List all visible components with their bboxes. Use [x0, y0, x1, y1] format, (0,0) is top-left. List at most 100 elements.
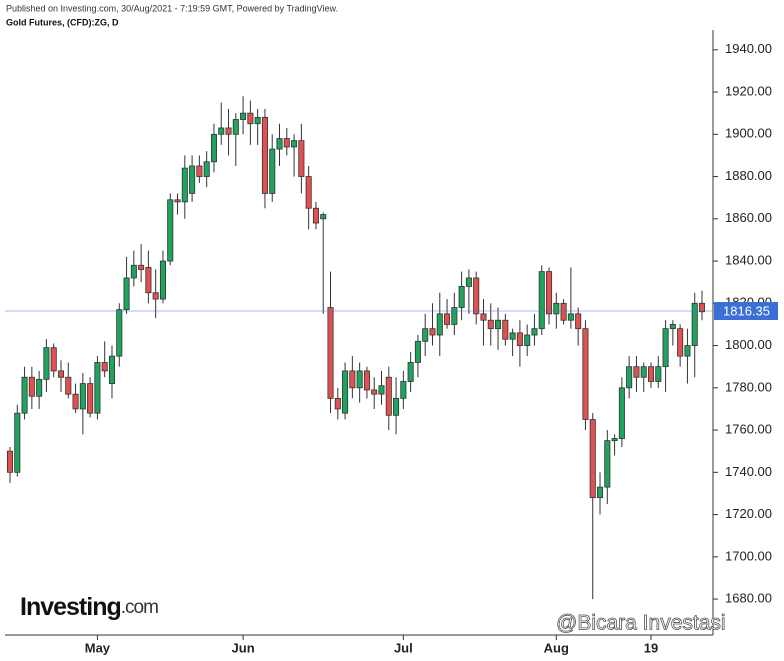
candle — [283, 127, 290, 156]
candle — [669, 320, 676, 346]
y-tick-label: 1740.00 — [725, 464, 772, 479]
candle-body — [669, 324, 676, 330]
candle-body — [240, 112, 247, 120]
candle-body — [232, 119, 239, 135]
candle — [363, 366, 370, 399]
candle — [87, 377, 94, 418]
candle — [14, 404, 21, 477]
candle-body — [575, 313, 582, 330]
candle — [174, 193, 181, 215]
chart-title: Gold Futures, (CFD):ZG, D — [6, 17, 119, 27]
candle-body — [305, 176, 312, 209]
candle — [451, 292, 458, 335]
candle — [502, 313, 509, 346]
candle — [240, 96, 247, 135]
candle-body — [72, 393, 79, 410]
y-tick-label: 1920.00 — [725, 83, 772, 98]
candle — [232, 113, 239, 166]
candle-body — [43, 347, 50, 380]
candle — [414, 335, 421, 378]
candle-body — [269, 148, 276, 194]
candle-body — [116, 309, 123, 357]
candle — [640, 362, 647, 393]
candle — [28, 366, 35, 409]
candle — [662, 320, 669, 393]
candle — [94, 356, 101, 420]
candle-body — [371, 389, 378, 395]
candle — [196, 155, 203, 183]
candle — [36, 370, 43, 409]
candle — [72, 383, 79, 414]
candle — [546, 267, 553, 325]
candle-body — [247, 112, 254, 125]
y-tick-label: 1700.00 — [725, 548, 772, 563]
candle-body — [553, 302, 560, 315]
candle — [79, 373, 86, 435]
candle-body — [684, 345, 691, 357]
candle-body — [320, 214, 327, 220]
candle-body — [108, 355, 116, 384]
candle-body — [495, 319, 502, 330]
candle — [116, 303, 123, 367]
y-tick-label: 1900.00 — [725, 126, 772, 141]
candle — [291, 134, 298, 177]
candle-body — [159, 260, 166, 300]
candle-body — [94, 362, 101, 414]
candle — [611, 434, 618, 456]
candle-body — [444, 313, 451, 325]
candle-body — [596, 486, 604, 499]
candle-body — [516, 332, 523, 346]
candle-body — [65, 376, 72, 395]
candle-body — [560, 302, 567, 321]
candle-body — [531, 328, 538, 336]
candle — [589, 413, 596, 600]
candle — [422, 313, 429, 357]
candle-body — [400, 381, 407, 399]
candle-body — [145, 266, 152, 294]
candle-body — [698, 302, 706, 313]
candle-body — [36, 378, 43, 397]
candle — [203, 151, 210, 188]
candle — [393, 377, 400, 435]
candle — [305, 165, 312, 230]
candle — [349, 356, 356, 399]
candle — [145, 250, 152, 304]
candle — [633, 356, 640, 393]
candle — [385, 366, 392, 431]
candle — [57, 360, 65, 393]
candle-body — [334, 397, 341, 410]
candle-body — [356, 370, 363, 389]
y-tick-label: 1780.00 — [725, 379, 772, 394]
candle-body — [473, 277, 480, 315]
candle — [210, 123, 217, 173]
candle-body — [203, 161, 210, 177]
candle — [356, 362, 363, 403]
candle — [480, 299, 487, 346]
y-tick-label: 1880.00 — [725, 168, 772, 183]
x-tick-label: Aug — [544, 640, 569, 655]
candle-body — [152, 292, 159, 300]
candle — [400, 370, 407, 409]
candle — [152, 269, 159, 319]
candle — [596, 472, 604, 515]
candle-body — [138, 264, 145, 270]
candle-body — [633, 366, 640, 378]
candle-body — [647, 366, 655, 382]
candle — [473, 271, 480, 325]
candle — [560, 299, 567, 325]
candle-body — [101, 362, 108, 372]
candle-body — [662, 328, 669, 368]
candle — [407, 351, 414, 393]
candle — [218, 102, 225, 145]
candle — [538, 265, 545, 335]
y-tick-label: 1840.00 — [725, 252, 772, 267]
candle — [604, 430, 611, 505]
candle — [334, 387, 341, 420]
candle-body — [261, 116, 268, 194]
x-tick-label: May — [85, 640, 111, 655]
candle-body — [677, 328, 684, 357]
candle — [487, 303, 494, 346]
candle — [101, 341, 108, 378]
candle — [108, 345, 116, 399]
candle-body — [480, 313, 487, 321]
